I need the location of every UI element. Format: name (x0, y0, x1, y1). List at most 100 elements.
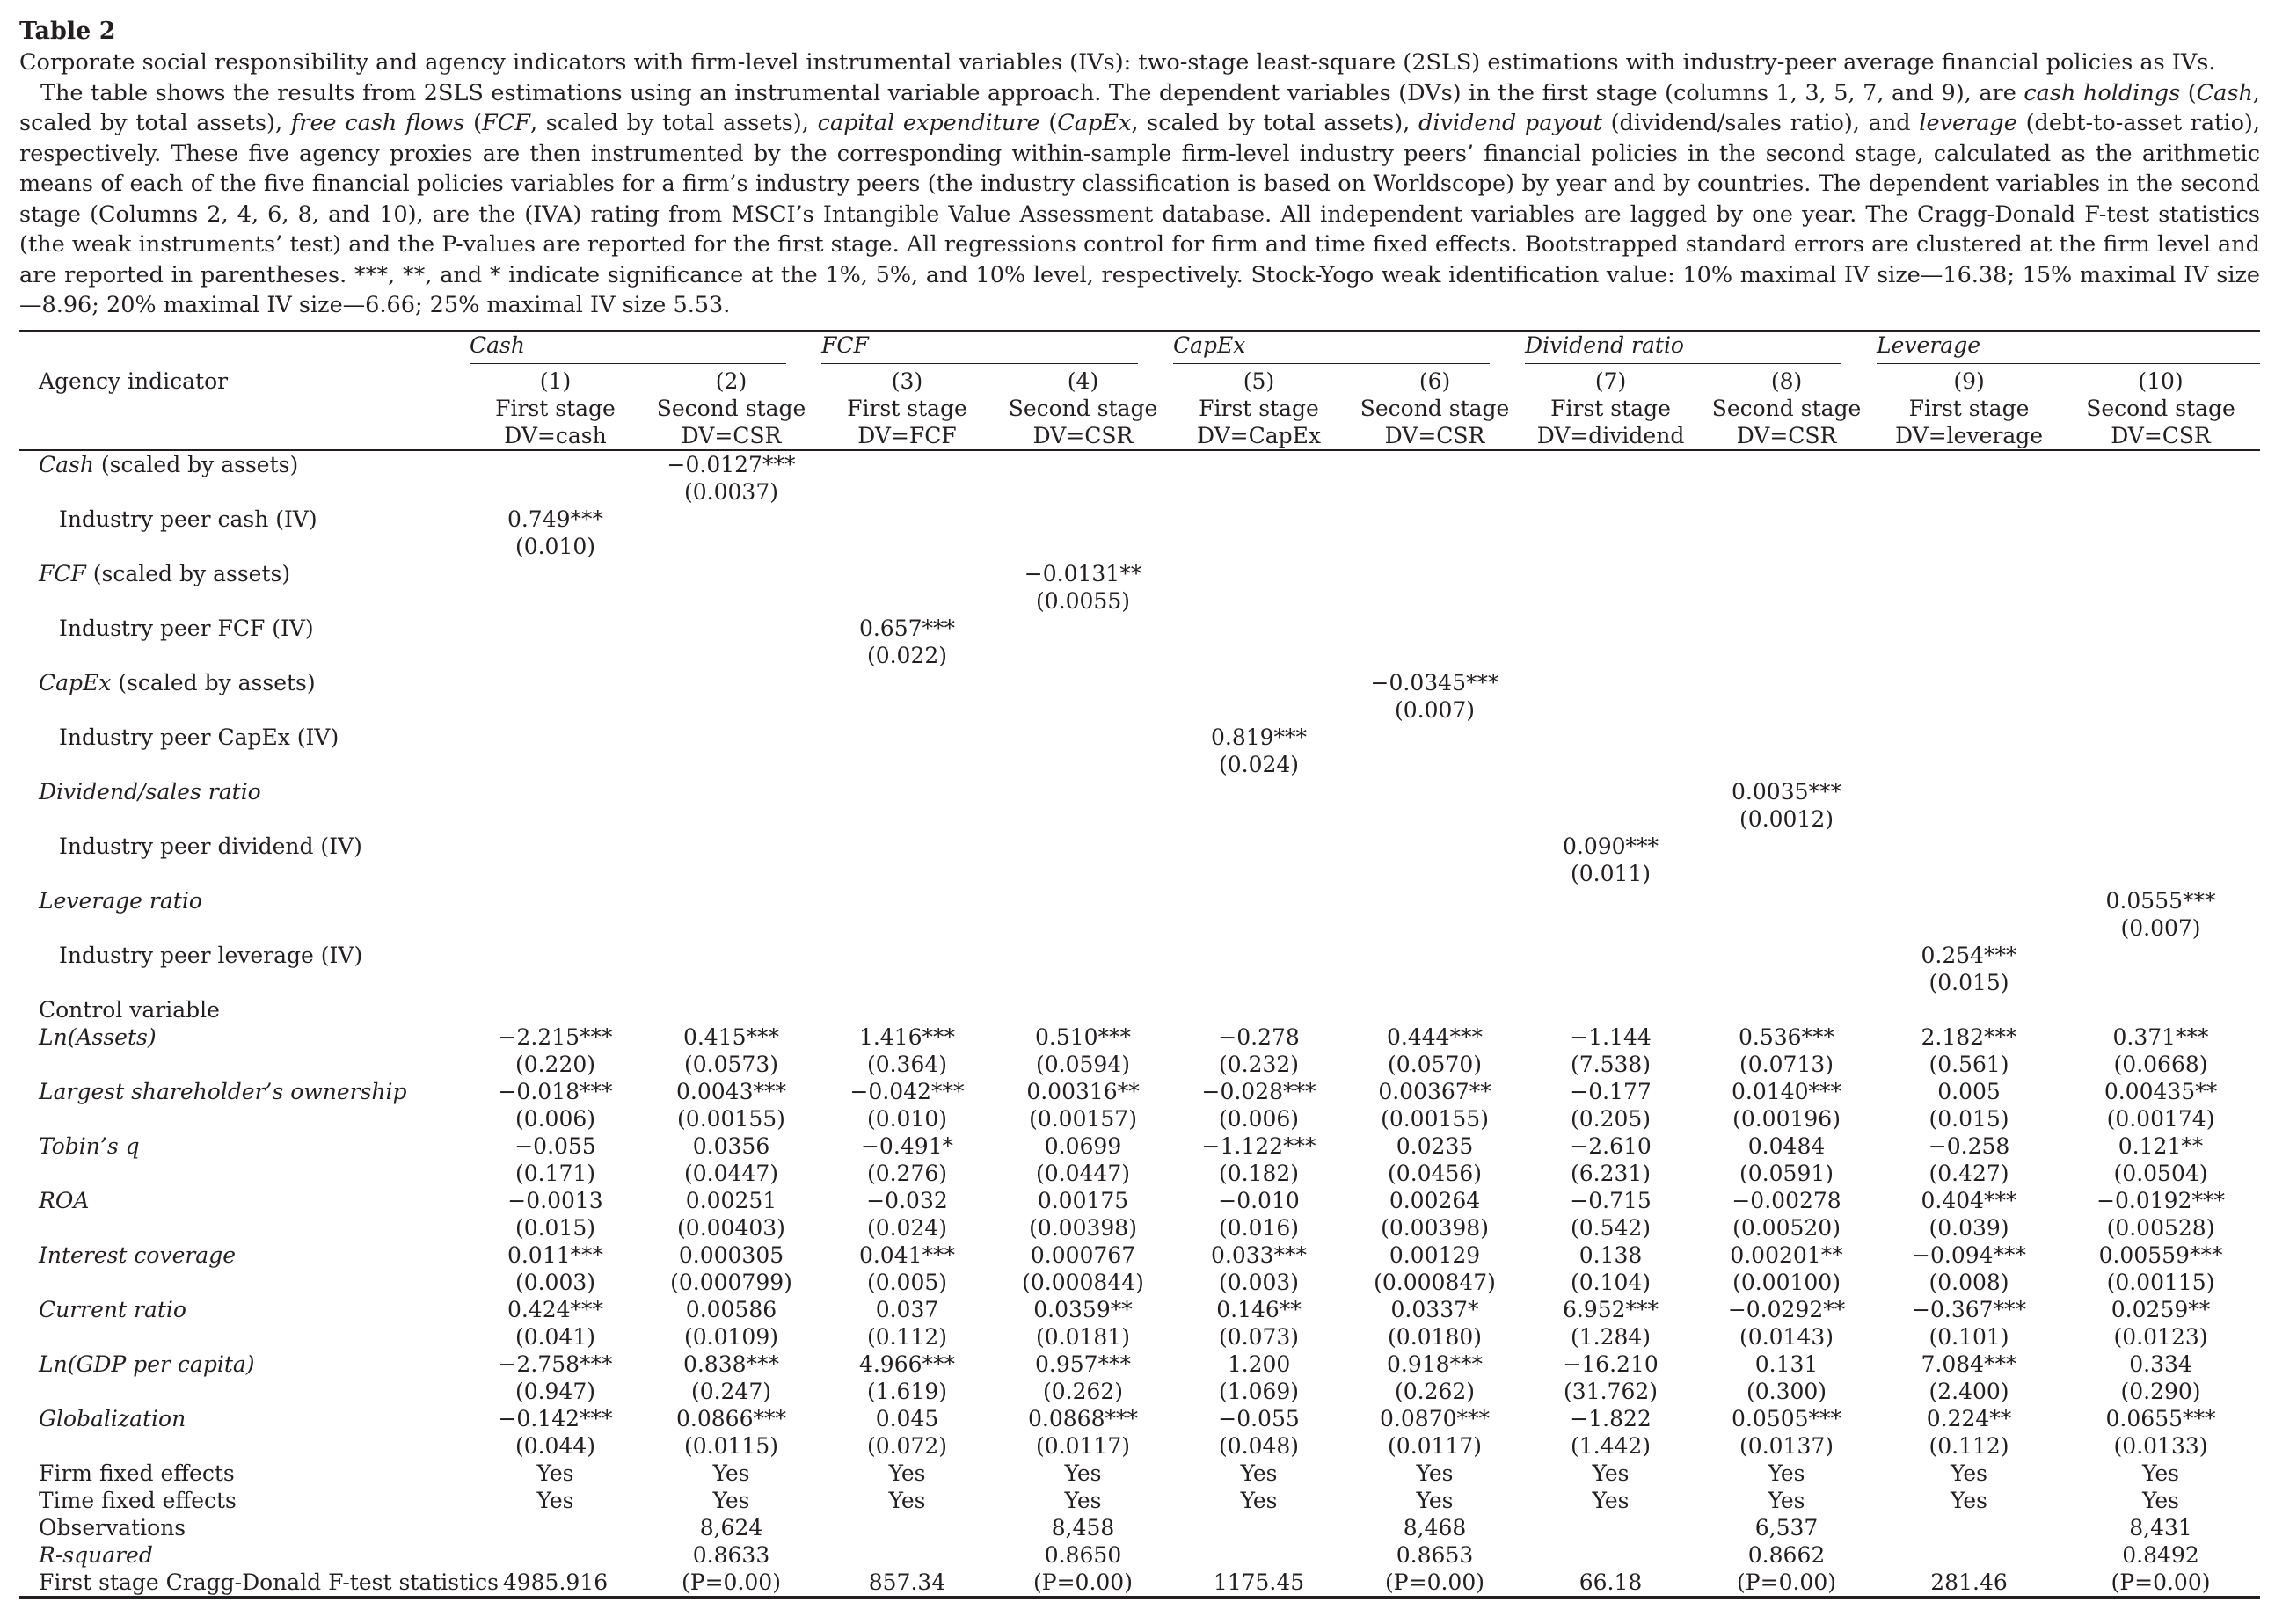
standard-error: (0.0447) (684, 1160, 778, 1186)
footer-cell: Yes (536, 1460, 574, 1486)
caption-emphasis: Cash (2196, 79, 2253, 106)
value-cell (641, 942, 821, 996)
coefficient: −0.055 (1218, 1405, 1300, 1431)
row-label-main: Industry peer dividend (IV) (59, 833, 362, 859)
value-cell: 0.0337* (0.0180) (1345, 1296, 1525, 1351)
agency-row: Industry peer FCF (IV) 0.657*** (0.022) (19, 615, 2260, 669)
agency-row: Industry peer leverage (IV) 0.254*** (0.01… (19, 942, 2260, 996)
value-cell (1173, 833, 1345, 887)
row-label: Industry peer FCF (IV) (19, 615, 470, 669)
value-cell: 0.957*** (0.262) (993, 1351, 1173, 1405)
standard-error: (0.007) (1394, 696, 1476, 723)
value-cell: −0.258 (0.427) (1877, 1132, 2061, 1187)
value-cell: 0.536*** (0.0713) (1696, 1023, 1877, 1078)
coefficient: 0.037 (875, 1296, 939, 1322)
column-stage: Second stage (656, 395, 806, 421)
coefficient: 0.138 (1579, 1242, 1643, 1268)
value-cell: −0.028*** (0.006) (1173, 1078, 1345, 1132)
value-cell: 0.819*** (0.024) (1173, 724, 1345, 778)
footer-cell: 8,468 (1403, 1514, 1467, 1540)
value-cell (1877, 887, 2061, 942)
value-cell: 4.966*** (1.619) (821, 1351, 993, 1405)
value-cell: −0.142*** (0.044) (470, 1405, 641, 1460)
value-cell: 0.138 (0.104) (1525, 1242, 1696, 1296)
value-cell (993, 833, 1173, 887)
standard-error: (0.00155) (677, 1105, 785, 1132)
row-label: Dividend/sales ratio (19, 778, 470, 833)
row-label: Observations (39, 1514, 186, 1540)
standard-error: (0.024) (866, 1214, 948, 1241)
value-cell (2061, 560, 2260, 615)
standard-error: (0.00155) (1381, 1105, 1489, 1132)
value-cell (2061, 669, 2260, 724)
column-number: (8) (1770, 368, 1803, 394)
value-cell: 0.918*** (0.262) (1345, 1351, 1525, 1405)
coefficient: 0.0356 (692, 1132, 770, 1159)
coefficient: 0.041*** (858, 1242, 956, 1268)
standard-error: (1.619) (866, 1378, 948, 1404)
standard-error: (1.442) (1570, 1432, 1652, 1459)
column-number: (3) (891, 368, 923, 394)
row-label: Industry peer leverage (IV) (19, 942, 470, 996)
value-cell (1525, 615, 1696, 669)
value-cell (821, 833, 993, 887)
coefficient: −1.122*** (1201, 1132, 1316, 1159)
paper-page: Table 2 Corporate social responsibility … (19, 16, 2261, 1599)
footer-cell: 8,624 (699, 1514, 763, 1540)
value-cell (1173, 450, 1345, 506)
caption-text: , scaled by total assets), (1131, 110, 1418, 136)
coefficient: −0.0345*** (1370, 669, 1499, 695)
standard-error: (0.0570) (1388, 1051, 1483, 1077)
value-cell (821, 506, 993, 560)
value-cell: 0.0140*** (0.00196) (1696, 1078, 1877, 1132)
footer-row: R-squared 0.8633 0.8650 0.8653 0.8662 0.8492 (19, 1541, 2260, 1569)
coefficient: −1.144 (1570, 1023, 1652, 1050)
column-dv: DV=FCF (857, 422, 957, 448)
coefficient: 0.131 (1754, 1351, 1819, 1377)
coefficient: −0.715 (1570, 1187, 1652, 1213)
column-header: (7) First stage DV=dividend (1525, 368, 1696, 450)
value-cell: −0.032 (0.024) (821, 1187, 993, 1242)
coefficient: −0.055 (514, 1132, 596, 1159)
coefficient: 0.0359** (1033, 1296, 1133, 1322)
value-cell: −0.00278 (0.00520) (1696, 1187, 1877, 1242)
standard-error: (0.112) (866, 1323, 948, 1350)
coefficient: −0.032 (866, 1187, 948, 1213)
column-header: (8) Second stage DV=CSR (1696, 368, 1877, 450)
value-cell: −0.0345*** (0.007) (1345, 669, 1525, 724)
value-cell: 0.0655*** (0.0133) (2061, 1405, 2260, 1460)
standard-error: (0.00398) (1029, 1214, 1137, 1241)
caption-emphasis: free cash flows (290, 110, 465, 136)
footer-row: Firm fixed effects Yes Yes Yes Yes Yes Yes Yes Y… (19, 1460, 2260, 1487)
row-label: Largest shareholder’s ownership (39, 1078, 407, 1104)
value-cell: 0.749*** (0.010) (470, 506, 641, 560)
column-dv: DV=cash (504, 422, 607, 448)
column-stage: First stage (495, 395, 616, 421)
coefficient: 0.00367** (1378, 1078, 1491, 1104)
group-dividend: Dividend ratio (1525, 331, 1877, 368)
standard-error: (0.00398) (1381, 1214, 1489, 1241)
coefficient: −1.822 (1570, 1405, 1652, 1431)
coefficient: 0.00251 (685, 1187, 777, 1213)
value-cell: 0.121** (0.0504) (2061, 1132, 2260, 1187)
standard-error: (0.0133) (2113, 1432, 2208, 1459)
footer-cell: Yes (888, 1487, 926, 1513)
standard-error: (0.072) (866, 1432, 948, 1459)
column-stage: First stage (1550, 395, 1671, 421)
standard-error: (0.024) (1218, 751, 1300, 777)
value-cell (1173, 887, 1345, 942)
standard-error: (0.0117) (1388, 1432, 1483, 1459)
standard-error: (6.231) (1570, 1160, 1652, 1186)
value-cell: 0.0043*** (0.00155) (641, 1078, 821, 1132)
coefficient: 0.00435** (2104, 1078, 2218, 1104)
coefficient: 0.0484 (1747, 1132, 1826, 1159)
column-header: (6) Second stage DV=CSR (1345, 368, 1525, 450)
coefficient: 0.0043*** (676, 1078, 786, 1104)
standard-error: (0.015) (514, 1214, 596, 1241)
value-cell (470, 560, 641, 615)
footer-cell: Yes (712, 1487, 750, 1513)
row-label: Ln(GDP per capita) (39, 1351, 255, 1377)
agency-row: Industry peer cash (IV) 0.749*** (0.010) (19, 506, 2260, 560)
value-cell (1345, 942, 1525, 996)
column-stage: First stage (847, 395, 967, 421)
